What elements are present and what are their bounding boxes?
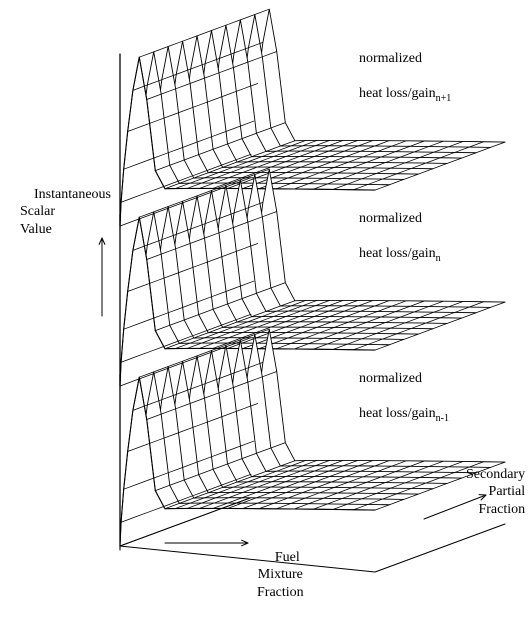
x-axis-label-text: Fuel Mixture Fraction <box>257 550 304 600</box>
y-axis-label: Secondary Partial Fraction <box>452 448 525 536</box>
surface-label-line1: normalized <box>359 51 422 66</box>
surface-label-line2: heat loss/gain <box>359 406 436 421</box>
y-axis-label-text: Secondary Partial Fraction <box>466 467 525 517</box>
surface-label-line2: heat loss/gain <box>359 246 436 261</box>
z-axis-label-text: Instantaneous Scalar Value <box>20 187 111 237</box>
surface-label-0: normalized heat loss/gainn+1 <box>345 32 451 122</box>
surface-label-1: normalized heat loss/gainn <box>345 192 441 282</box>
figure-root: Instantaneous Scalar Value normalized he… <box>0 0 531 583</box>
surface-label-sub: n+1 <box>436 92 452 103</box>
z-axis-label: Instantaneous Scalar Value <box>20 168 111 256</box>
surface-label-2: normalized heat loss/gainn-1 <box>345 352 449 442</box>
surface-label-line2: heat loss/gain <box>359 86 436 101</box>
surface-label-sub: n-1 <box>436 412 449 423</box>
x-axis-label: Fuel Mixture Fraction <box>257 531 304 619</box>
surface-label-line1: normalized <box>359 211 422 226</box>
surface-label-line1: normalized <box>359 371 422 386</box>
surface-label-sub: n <box>436 252 441 263</box>
